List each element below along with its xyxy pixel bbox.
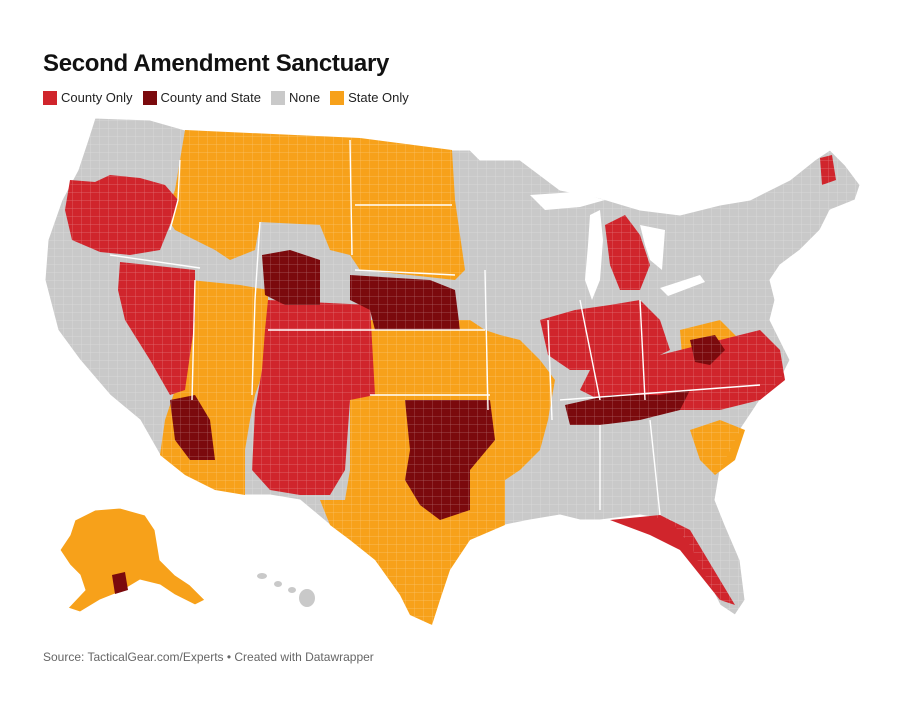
- lake-michigan: [585, 210, 603, 300]
- alaska-county-and-state: [112, 572, 128, 594]
- legend-swatch-county-and-state: [142, 90, 157, 105]
- legend-item-county-and-state: County and State: [142, 90, 262, 105]
- county-texture-overlay: [45, 118, 860, 625]
- us-county-map: [44, 117, 861, 626]
- alaska: [59, 507, 206, 613]
- legend-swatch-state-only: [330, 90, 345, 105]
- map-title: Second Amendment Sanctuary: [43, 50, 390, 77]
- legend-swatch-none: [271, 90, 286, 105]
- legend-item-county-only: County Only: [43, 90, 133, 105]
- legend-item-state-only: State Only: [330, 90, 409, 105]
- hawaii: [257, 573, 315, 607]
- state-borders: [109, 139, 761, 516]
- legend-label-county-and-state: County and State: [160, 90, 262, 105]
- legend-label-county-only: County Only: [61, 90, 133, 105]
- source-note: Source: TacticalGear.com/Experts • Creat…: [43, 650, 374, 664]
- legend-item-none: None: [271, 90, 320, 105]
- legend-label-none: None: [289, 90, 321, 105]
- lake-huron: [640, 225, 665, 270]
- legend-label-state-only: State Only: [348, 90, 409, 105]
- lake-superior: [530, 192, 605, 210]
- legend: County Only County and State None State …: [43, 90, 409, 105]
- legend-swatch-county-only: [43, 90, 57, 105]
- lake-erie: [660, 275, 705, 296]
